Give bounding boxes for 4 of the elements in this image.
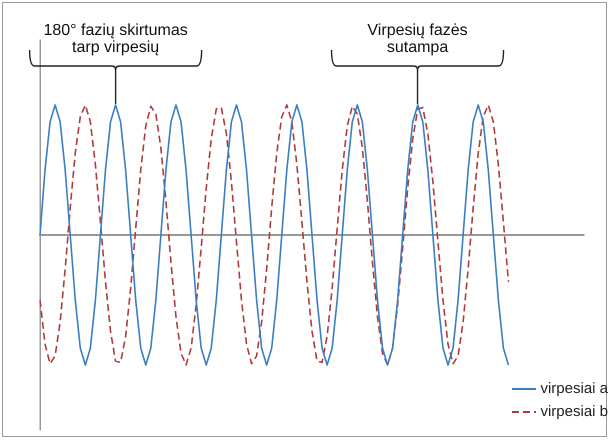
text: 180° fazių skirtumas tarp virpesių — [42, 22, 189, 56]
legend-label: virpesiai b — [540, 403, 608, 420]
text: Virpesių fazės sutampa — [366, 22, 469, 56]
legend-label: virpesiai a — [540, 380, 608, 397]
